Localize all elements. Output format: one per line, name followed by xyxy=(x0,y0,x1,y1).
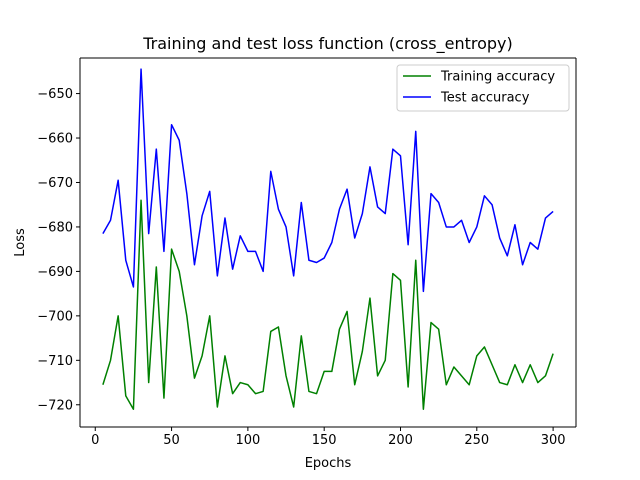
x-tick-label: 0 xyxy=(91,433,99,448)
chart-title: Training and test loss function (cross_e… xyxy=(142,34,513,54)
y-tick-label: −700 xyxy=(37,309,73,324)
y-axis-label: Loss xyxy=(13,228,28,257)
y-tick-label: −710 xyxy=(37,354,73,369)
legend-box xyxy=(396,64,570,112)
series-line-test-accuracy xyxy=(102,68,554,293)
y-tick-label: −670 xyxy=(37,176,73,191)
x-tick-label: 150 xyxy=(312,433,337,448)
y-tick-label: −680 xyxy=(37,220,73,235)
x-tick-label: 250 xyxy=(464,433,489,448)
x-tick-label: 100 xyxy=(235,433,260,448)
y-tick-label: −690 xyxy=(37,265,73,280)
y-tick-label: −720 xyxy=(37,398,73,413)
x-tick-label: 50 xyxy=(163,433,180,448)
y-tick-label: −660 xyxy=(37,132,73,147)
legend-label-training-accuracy: Training accuracy xyxy=(440,70,555,85)
legend-label-test-accuracy: Test accuracy xyxy=(440,91,530,106)
legend: Training accuracy Test accuracy xyxy=(396,64,570,112)
x-tick-label: 300 xyxy=(541,433,566,448)
y-tick-label: −650 xyxy=(37,87,73,102)
x-axis-label: Epochs xyxy=(305,456,352,471)
x-tick-label: 200 xyxy=(388,433,413,448)
plot-area: 0 50 100 150 200 250 300 −650 −660 −670 −680 −690 −7… xyxy=(37,57,577,448)
series-line-training-accuracy xyxy=(102,199,554,410)
